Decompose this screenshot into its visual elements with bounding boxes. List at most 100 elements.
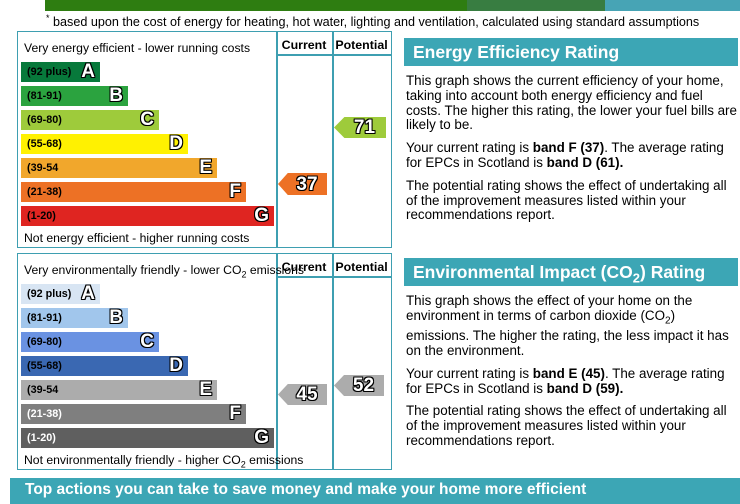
top-actions-banner: Top actions you can take to save money a…: [10, 478, 740, 504]
band-bar-g: (1-20) G: [21, 428, 274, 448]
band-letter: B: [109, 85, 123, 106]
band-row-b: (81-91) B: [21, 86, 274, 106]
chart-bottom-label: Not environmentally friendly - higher CO…: [24, 453, 304, 470]
band-letter: B: [109, 307, 123, 328]
potential-rating-arrow: 52: [334, 375, 384, 396]
current-column-divider: [276, 254, 278, 469]
band-range-label: (81-91): [27, 312, 62, 324]
band-letter: G: [254, 205, 269, 226]
band-letter: A: [81, 283, 95, 304]
co2-panel-paragraph-1: This graph shows the effect of your home…: [406, 293, 729, 359]
band-range-label: (92 plus): [27, 66, 72, 78]
energy-panel-paragraph-3: The potential rating shows the effect of…: [406, 177, 727, 223]
chart-top-label: Very environmentally friendly - lower CO…: [24, 263, 305, 280]
band-row-e: (39-54 E: [21, 158, 274, 178]
top-bar-green-segment: [45, 0, 467, 11]
co2-panel-paragraph-2: Your current rating is band E (45). The …: [406, 365, 725, 396]
band-range-label: (55-68): [27, 138, 62, 150]
band-bar-a: (92 plus) A: [21, 62, 100, 82]
band-bar-e: (39-54 E: [21, 380, 217, 400]
band-row-a: (92 plus) A: [21, 284, 274, 304]
environmental-impact-chart: Current Potential Very environmentally f…: [17, 253, 392, 470]
band-bar-d: (55-68) D: [21, 134, 188, 154]
top-bar-teal-segment: [605, 0, 740, 11]
band-range-label: (21-38): [27, 186, 62, 198]
band-rows: (92 plus) A (81-91) B (69-80) C (55-68) …: [21, 284, 274, 452]
band-row-f: (21-38) F: [21, 404, 274, 424]
footnote-asterisk: *: [46, 13, 50, 23]
column-header-underline: [276, 54, 391, 56]
environmental-impact-panel: Environmental Impact (CO2) Rating This g…: [404, 258, 738, 449]
column-header-underline: [276, 276, 391, 278]
current-rating-arrow: 37: [278, 173, 327, 195]
environmental-impact-panel-title: Environmental Impact (CO2) Rating: [404, 258, 738, 286]
band-row-d: (55-68) D: [21, 134, 274, 154]
current-column-header: Current: [281, 38, 327, 52]
band-bar-f: (21-38) F: [21, 182, 246, 202]
band-letter: E: [199, 379, 212, 400]
band-bar-c: (69-80) C: [21, 110, 159, 130]
average-band-text: band D (61).: [546, 154, 624, 170]
energy-efficiency-panel: Energy Efficiency Rating This graph show…: [404, 38, 738, 223]
band-bar-g: (1-20) G: [21, 206, 274, 226]
co2-panel-paragraph-3: The potential rating shows the effect of…: [406, 403, 727, 449]
band-row-c: (69-80) C: [21, 110, 274, 130]
chart-top-label: Very energy efficient - lower running co…: [24, 41, 251, 55]
average-band-text: band D (59).: [546, 380, 624, 396]
band-bar-d: (55-68) D: [21, 356, 188, 376]
band-letter: F: [229, 181, 241, 202]
potential-column-header: Potential: [335, 38, 388, 52]
band-range-label: (55-68): [27, 360, 62, 372]
band-row-d: (55-68) D: [21, 356, 274, 376]
current-rating-arrow: 45: [278, 384, 327, 405]
band-row-e: (39-54 E: [21, 380, 274, 400]
band-bar-f: (21-38) F: [21, 404, 246, 424]
band-row-g: (1-20) G: [21, 428, 274, 448]
band-range-label: (21-38): [27, 408, 62, 420]
band-bar-a: (92 plus) A: [21, 284, 100, 304]
band-row-a: (92 plus) A: [21, 62, 274, 82]
chart-bottom-label: Not energy efficient - higher running co…: [24, 231, 250, 245]
band-rows: (92 plus) A (81-91) B (69-80) C (55-68) …: [21, 62, 274, 230]
band-row-g: (1-20) G: [21, 206, 274, 226]
current-column-header: Current: [281, 260, 327, 274]
potential-column-divider: [332, 254, 334, 469]
footnote: * based upon the cost of energy for heat…: [46, 13, 699, 29]
band-letter: C: [140, 331, 154, 352]
band-letter: D: [169, 355, 183, 376]
current-band-text: band E (45): [532, 365, 605, 381]
current-rating-value: 45: [296, 384, 318, 405]
band-range-label: (39-54: [27, 384, 59, 396]
footnote-text: based upon the cost of energy for heatin…: [49, 15, 700, 30]
energy-efficiency-panel-title: Energy Efficiency Rating: [404, 38, 738, 66]
band-range-label: (1-20): [27, 210, 56, 222]
band-row-c: (69-80) C: [21, 332, 274, 352]
band-range-label: (92 plus): [27, 288, 72, 300]
energy-efficiency-chart: Current Potential Very energy efficient …: [17, 31, 392, 248]
band-letter: D: [169, 133, 183, 154]
top-actions-banner-text: Top actions you can take to save money a…: [25, 481, 587, 498]
band-bar-b: (81-91) B: [21, 308, 128, 328]
potential-rating-value: 71: [353, 117, 376, 138]
band-range-label: (1-20): [27, 432, 56, 444]
band-letter: G: [254, 427, 269, 448]
potential-column-divider: [332, 32, 334, 247]
current-column-divider: [276, 32, 278, 247]
band-range-label: (69-80): [27, 336, 62, 348]
band-row-f: (21-38) F: [21, 182, 274, 202]
band-bar-c: (69-80) C: [21, 332, 159, 352]
band-range-label: (39-54: [27, 162, 59, 174]
potential-column-header: Potential: [335, 260, 388, 274]
current-rating-value: 37: [296, 173, 318, 195]
potential-rating-arrow: 71: [334, 117, 386, 138]
band-letter: E: [199, 157, 212, 178]
top-bar-dark-green-segment: [467, 0, 605, 11]
energy-panel-paragraph-2: Your current rating is band F (37). The …: [406, 140, 724, 170]
band-row-b: (81-91) B: [21, 308, 274, 328]
band-letter: F: [229, 403, 241, 424]
band-bar-b: (81-91) B: [21, 86, 128, 106]
potential-rating-value: 52: [352, 375, 375, 396]
band-letter: C: [140, 109, 154, 130]
band-range-label: (81-91): [27, 90, 62, 102]
band-bar-e: (39-54 E: [21, 158, 217, 178]
